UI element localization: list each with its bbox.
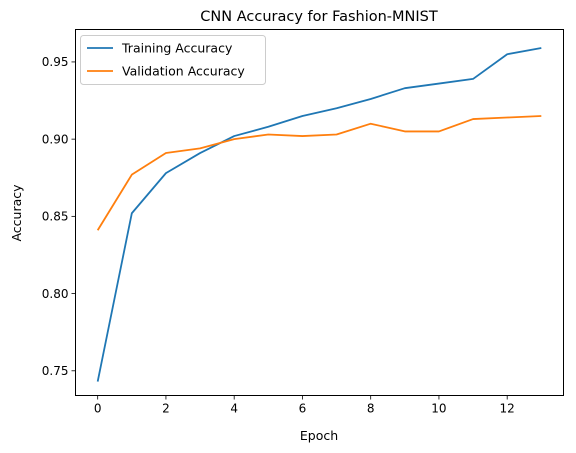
x-axis-ticks: 0 2 4 6 8 10 12 [94, 395, 515, 416]
x-tick-label: 8 [367, 402, 375, 416]
x-tick-label: 10 [431, 402, 446, 416]
legend-label-training: Training Accuracy [121, 41, 233, 56]
x-tick-label: 0 [94, 402, 102, 416]
x-tick-label: 12 [500, 402, 515, 416]
y-tick-label: 0.85 [42, 210, 69, 224]
y-axis-label: Accuracy [9, 184, 24, 242]
legend-label-validation: Validation Accuracy [122, 64, 245, 79]
y-tick-label: 0.80 [42, 287, 69, 301]
y-tick-label: 0.90 [42, 132, 69, 146]
y-axis-ticks: 0.75 0.80 0.85 0.90 0.95 [42, 55, 76, 378]
series-line-training [96, 47, 542, 382]
plot-lines [96, 47, 542, 382]
y-tick-label: 0.95 [42, 55, 69, 69]
plot-frame [75, 29, 564, 396]
x-tick-label: 6 [299, 402, 307, 416]
x-tick-label: 4 [230, 402, 238, 416]
x-tick-label: 2 [162, 402, 170, 416]
y-tick-label: 0.75 [42, 364, 69, 378]
series-line-validation [96, 115, 542, 231]
chart-title: CNN Accuracy for Fashion-MNIST [200, 9, 438, 25]
legend: Training Accuracy Validation Accuracy [80, 35, 266, 85]
legend-box [80, 35, 266, 85]
x-axis-label: Epoch [300, 428, 338, 443]
